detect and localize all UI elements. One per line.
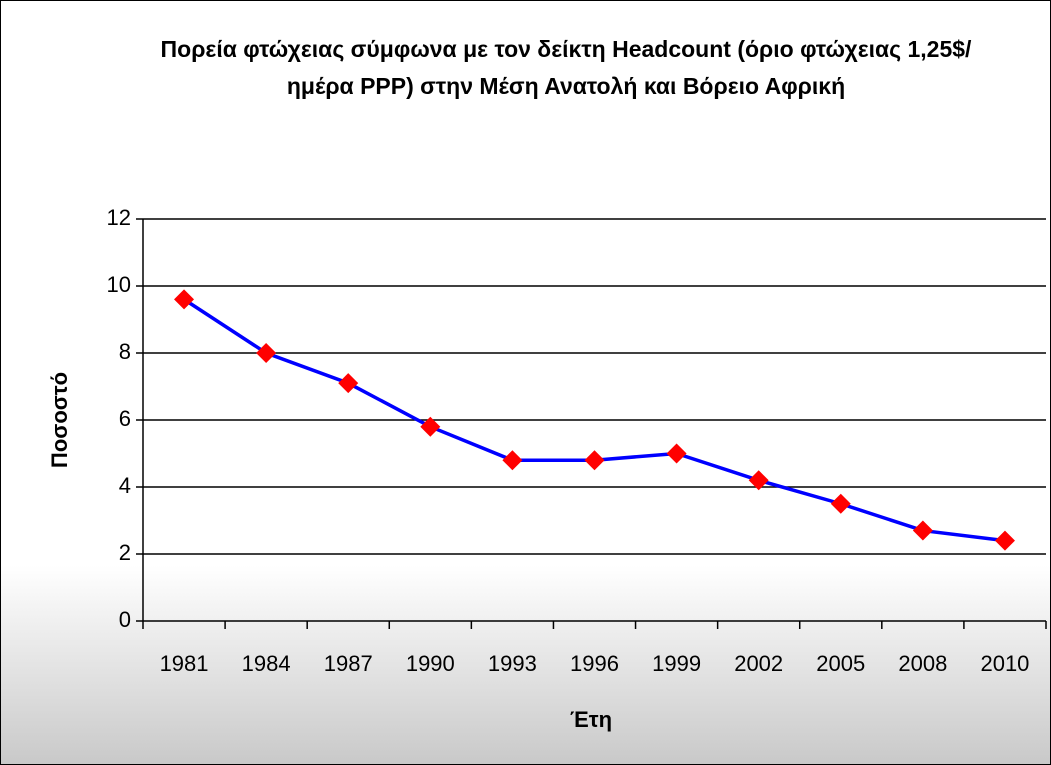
data-point <box>748 470 769 491</box>
x-tick-label: 2008 <box>898 651 947 676</box>
data-point <box>338 373 359 394</box>
x-tick-label: 1984 <box>242 651 291 676</box>
data-point <box>912 520 933 541</box>
x-tick-label: 2002 <box>734 651 783 676</box>
data-point <box>994 530 1015 551</box>
chart-title: Πορεία φτώχειας σύμφωνα με τον δείκτη He… <box>160 36 972 99</box>
x-tick-label: 1990 <box>406 651 455 676</box>
y-tick-label: 12 <box>107 205 131 230</box>
y-axis-label: Ποσοστό <box>47 372 72 468</box>
y-tick-label: 8 <box>119 339 131 364</box>
x-tick-label: 1987 <box>324 651 373 676</box>
x-tick-label: 1996 <box>570 651 619 676</box>
x-tick-label: 1999 <box>652 651 701 676</box>
y-tick-label: 4 <box>119 473 131 498</box>
x-tick-label: 2010 <box>980 651 1029 676</box>
data-point <box>420 416 441 437</box>
data-point <box>502 450 523 471</box>
x-axis-label: Έτη <box>570 707 612 732</box>
data-point <box>666 443 687 464</box>
x-tick-label: 1993 <box>488 651 537 676</box>
data-point <box>830 493 851 514</box>
y-tick-label: 2 <box>119 540 131 565</box>
y-tick-label: 6 <box>119 406 131 431</box>
y-tick-label: 0 <box>119 607 131 632</box>
data-point <box>174 289 195 310</box>
x-tick-label: 2005 <box>816 651 865 676</box>
y-tick-label: 10 <box>107 272 131 297</box>
data-point <box>584 450 605 471</box>
x-tick-label: 1981 <box>160 651 209 676</box>
data-point <box>256 343 277 363</box>
